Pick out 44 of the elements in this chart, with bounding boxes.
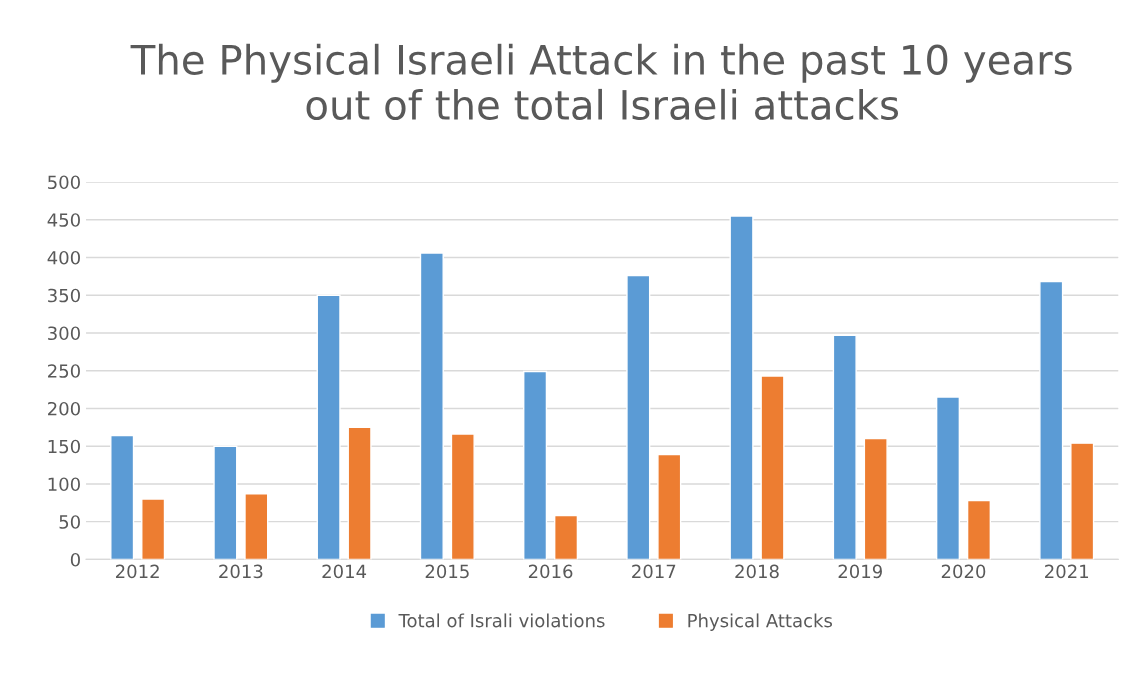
y-tick-label: 50	[59, 515, 80, 529]
bar	[110, 434, 135, 560]
bar	[966, 499, 992, 560]
x-tick-label: 2019	[838, 564, 882, 579]
bar	[1070, 442, 1095, 560]
bar	[213, 445, 238, 560]
x-tick-label: 2013	[219, 564, 263, 579]
y-tick-label: 500	[48, 175, 80, 190]
x-tick-label: 2020	[941, 564, 986, 579]
x-tick-label: 2018	[735, 564, 779, 579]
y-tick-label: 300	[48, 326, 80, 341]
bar	[832, 334, 857, 560]
bar	[657, 453, 682, 560]
y-tick-label: 100	[48, 477, 80, 492]
y-tick-label: 150	[48, 439, 80, 454]
x-tick-label: 2015	[425, 564, 469, 579]
bar	[523, 370, 548, 560]
x-tick-label: 2021	[1045, 564, 1089, 579]
bar	[626, 274, 651, 560]
legend-label: Total of Israli violations	[398, 613, 605, 628]
bar	[419, 252, 444, 560]
y-tick-label: 400	[47, 250, 80, 265]
bar	[1039, 280, 1064, 560]
bar	[553, 514, 579, 560]
bar	[729, 215, 754, 560]
legend-label: Physical Attacks	[688, 613, 833, 631]
x-tick-label: 2017	[632, 564, 676, 579]
bar	[863, 437, 888, 560]
x-tick-label: 2014	[322, 564, 367, 579]
bar	[141, 498, 166, 560]
x-tick-label: 2016	[528, 564, 573, 579]
y-tick-label: 250	[48, 364, 80, 378]
bar	[347, 426, 372, 560]
bar	[450, 433, 475, 560]
y-tick-label: 200	[48, 401, 80, 416]
y-tick-label: 0	[70, 552, 80, 567]
bar	[316, 294, 341, 560]
x-tick-label: 2012	[115, 564, 159, 579]
bar	[935, 396, 961, 560]
y-tick-label: 450	[47, 213, 80, 227]
chart-title: The Physical Israeli Attack in the past 10 years out of the total Israeli attacks	[130, 43, 1072, 121]
bar	[244, 493, 269, 560]
bar	[760, 375, 785, 560]
y-tick-label: 350	[48, 288, 80, 303]
